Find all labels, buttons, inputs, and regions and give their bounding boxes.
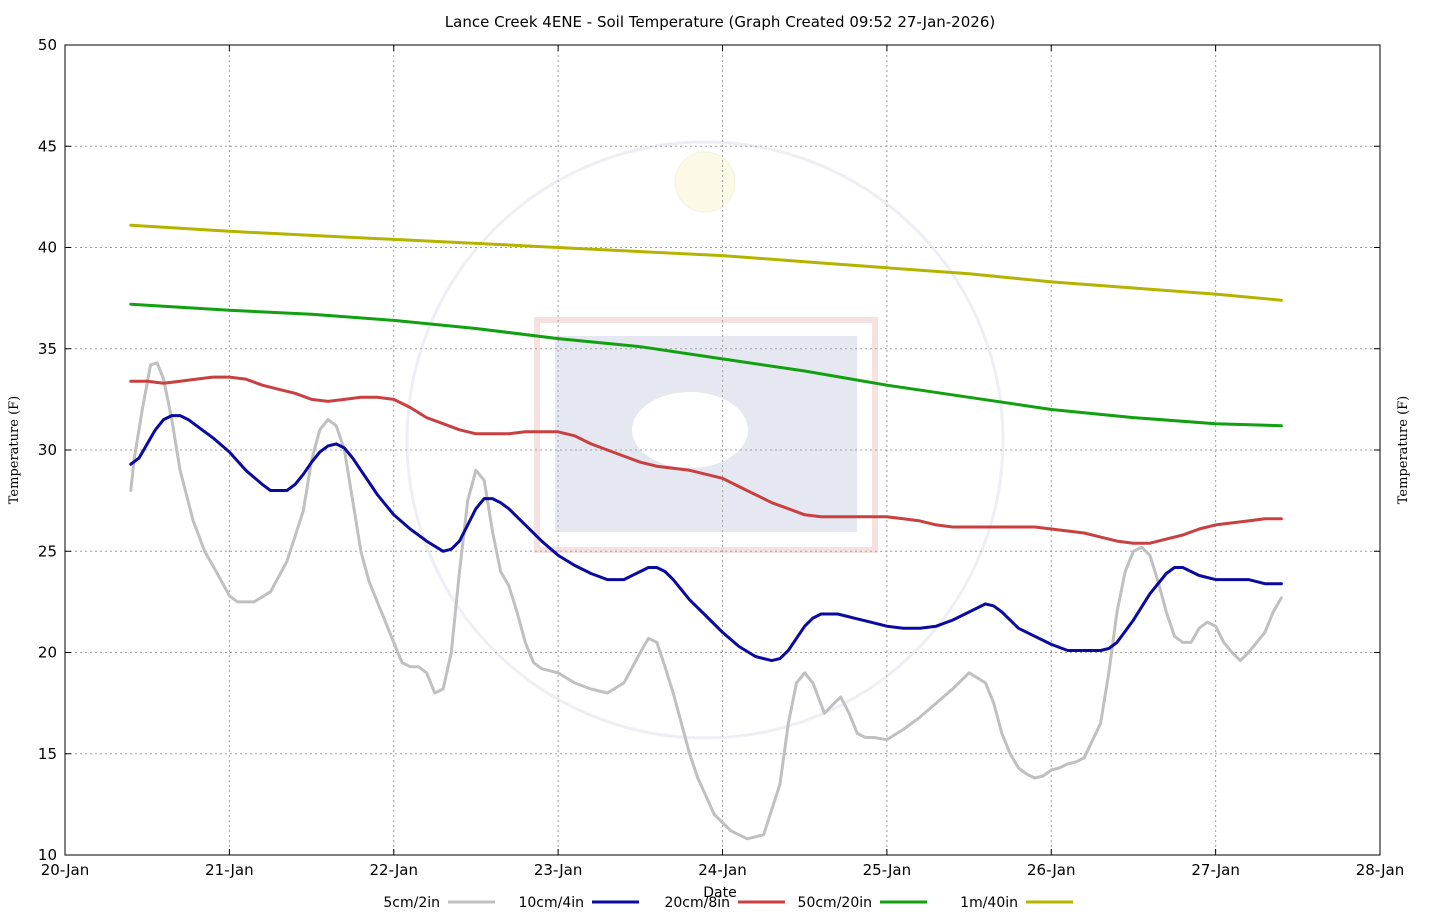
x-tick-label: 20-Jan xyxy=(41,861,89,879)
y-tick-label: 20 xyxy=(38,644,57,662)
x-tick-label: 25-Jan xyxy=(863,861,911,879)
x-axis-label: Date xyxy=(703,885,736,901)
y-axis-label-left: Temperature (F) xyxy=(7,396,22,504)
x-tick-label: 23-Jan xyxy=(534,861,582,879)
y-axis-label-right: Temperature (F) xyxy=(1396,396,1411,504)
y-tick-label: 40 xyxy=(38,239,57,257)
y-tick-label: 25 xyxy=(38,542,57,560)
legend-label: 5cm/2in xyxy=(383,895,440,911)
y-tick-label: 45 xyxy=(38,137,57,155)
series-lines xyxy=(129,223,1283,841)
y-tick-label: 15 xyxy=(38,745,57,763)
x-tick-label: 21-Jan xyxy=(205,861,253,879)
series-line-20cm-8in xyxy=(129,375,1283,545)
legend-label: 20cm/8in xyxy=(664,895,730,911)
mesonet-watermark xyxy=(405,140,1005,740)
legend: 5cm/2in 10cm/4in 20cm/8in 50cm/20in 1m/40in xyxy=(383,895,1073,911)
x-tick-label: 26-Jan xyxy=(1027,861,1075,879)
series-line-5cm-2in xyxy=(129,361,1283,841)
legend-label: 10cm/4in xyxy=(518,895,584,911)
y-tick-label: 30 xyxy=(38,441,57,459)
series-line-1m-40in xyxy=(129,223,1283,302)
x-tick-label: 27-Jan xyxy=(1191,861,1239,879)
series-line-10cm-4in xyxy=(129,414,1283,663)
y-tick-label: 35 xyxy=(38,340,57,358)
axis-ticks: 10 15 20 25 30 35 40 45 50 20-Jan 21-Jan 22-Jan 23-J… xyxy=(38,36,1404,879)
x-tick-label: 22-Jan xyxy=(370,861,418,879)
chart-title: Lance Creek 4ENE - Soil Temperature (Gra… xyxy=(445,13,995,31)
legend-label: 50cm/20in xyxy=(798,895,872,911)
grid xyxy=(65,45,1380,855)
series-line-50cm-20in xyxy=(129,302,1283,428)
x-tick-label: 24-Jan xyxy=(698,861,746,879)
y-tick-label: 50 xyxy=(38,36,57,54)
y-tick-label: 10 xyxy=(38,846,57,864)
legend-label: 1m/40in xyxy=(960,895,1018,911)
x-tick-label: 28-Jan xyxy=(1356,861,1404,879)
